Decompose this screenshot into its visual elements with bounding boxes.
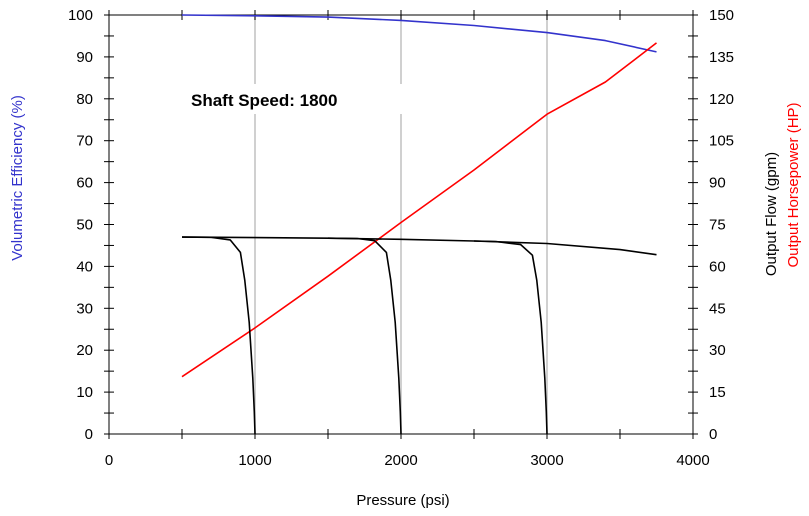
y-right-tick-label: 0 (709, 426, 717, 443)
y-right-tick-label: 105 (709, 133, 734, 150)
grid (254, 15, 548, 434)
series-line-1 (181, 42, 657, 378)
annotation-background (180, 84, 408, 114)
y-right-tick-label: 60 (709, 258, 726, 275)
y-right-tick-label: 15 (709, 384, 726, 401)
y-left-tick-label: 100 (68, 7, 93, 24)
x-axis-label: Pressure (psi) (356, 492, 449, 509)
y-left-tick-label: 20 (76, 342, 93, 359)
y-left-tick-label: 60 (76, 175, 93, 192)
series-line-2 (181, 236, 657, 256)
y-right-tick-label: 120 (709, 91, 734, 108)
y-right-tick-label: 30 (709, 342, 726, 359)
x-tick-label: 3000 (530, 452, 563, 469)
y-left-tick-label: 30 (76, 300, 93, 317)
x-tick-label: 1000 (238, 452, 271, 469)
series-line-0 (181, 14, 657, 53)
y-left-axis-label: Volumetric Efficiency (%) (9, 95, 26, 261)
y-left-tick-label: 90 (76, 49, 93, 66)
series-line-4 (327, 237, 402, 435)
series-line-3 (181, 236, 256, 435)
y-right-tick-label: 75 (709, 217, 726, 234)
y-right-tick-label: 90 (709, 175, 726, 192)
x-tick-label: 0 (105, 452, 113, 469)
y-left-tick-label: 0 (85, 426, 93, 443)
y-right-tick-label: 150 (709, 7, 734, 24)
series-line-5 (473, 240, 548, 435)
y-left-tick-label: 80 (76, 91, 93, 108)
y-right-axis-label-flow: Output Flow (gpm) (763, 152, 780, 276)
labels: 0 1000 2000 3000 400001020304050607080901000… (68, 7, 734, 469)
y-right-tick-label: 135 (709, 49, 734, 66)
y-left-tick-label: 70 (76, 133, 93, 150)
y-right-tick-label: 45 (709, 300, 726, 317)
annotation-shaft-speed: Shaft Speed: 1800 (191, 91, 337, 110)
x-tick-label: 2000 (384, 452, 417, 469)
y-left-tick-label: 10 (76, 384, 93, 401)
x-tick-label: 4000 (676, 452, 709, 469)
y-left-tick-label: 50 (76, 217, 93, 234)
y-left-tick-label: 40 (76, 258, 93, 275)
y-right-axis-label-horsepower: Output Horsepower (HP) (785, 102, 802, 267)
series (181, 14, 657, 435)
